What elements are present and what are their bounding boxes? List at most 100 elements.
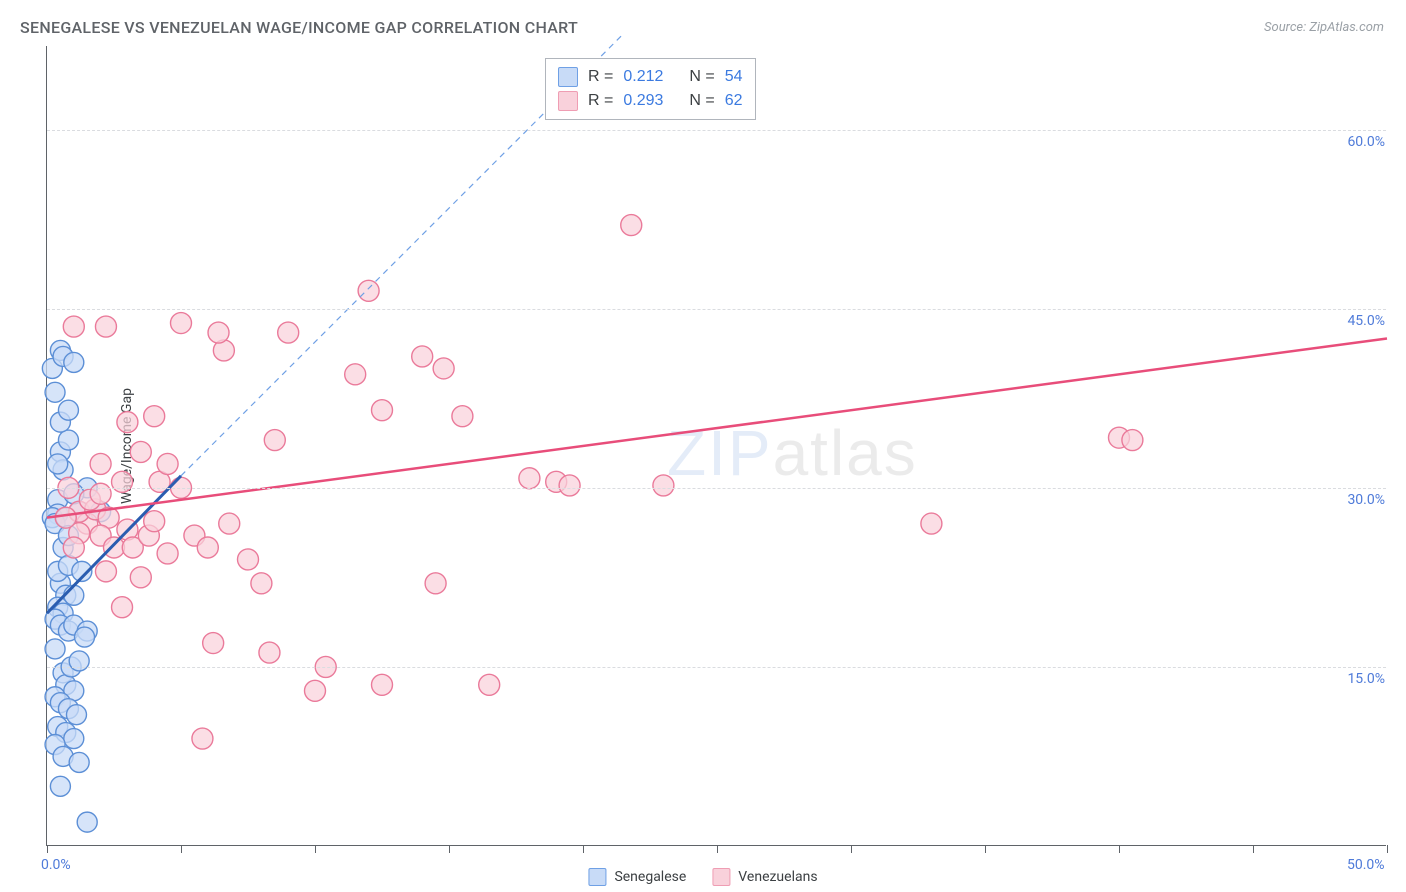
x-tick: [985, 845, 986, 853]
scatter-point: [203, 633, 224, 654]
scatter-point: [112, 597, 133, 618]
scatter-point: [75, 627, 95, 647]
scatter-point: [192, 728, 213, 749]
legend-swatch-venezuelans: [712, 868, 730, 886]
stats-r-value-0: 0.212: [623, 65, 663, 89]
stats-row-0: R = 0.212 N = 54: [558, 65, 743, 89]
scatter-point: [452, 406, 473, 427]
scatter-point: [358, 280, 379, 301]
gridline-h: [47, 667, 1386, 668]
scatter-point: [50, 776, 70, 796]
stats-swatch-1: [558, 91, 578, 111]
source-label: Source: ZipAtlas.com: [1264, 20, 1384, 35]
x-tick: [583, 845, 584, 853]
scatter-point: [69, 752, 89, 772]
chart-title: SENEGALESE VS VENEZUELAN WAGE/INCOME GAP…: [20, 18, 578, 37]
x-tick: [1253, 845, 1254, 853]
scatter-point: [95, 316, 116, 337]
scatter-point: [219, 513, 240, 534]
scatter-point: [157, 543, 178, 564]
trend-line: [47, 339, 1387, 518]
scatter-point: [157, 453, 178, 474]
bottom-legend: Senegalese Venezuelans: [588, 868, 817, 886]
scatter-point: [305, 680, 326, 701]
scatter-point: [130, 567, 151, 588]
stats-r-label-1: R =: [588, 89, 613, 113]
scatter-point: [45, 382, 65, 402]
y-tick-label: 15.0%: [1325, 671, 1385, 687]
scatter-point: [921, 513, 942, 534]
scatter-point: [58, 430, 78, 450]
stats-n-label-0: N =: [689, 65, 714, 89]
stats-box: R = 0.212 N = 54 R = 0.293 N = 62: [545, 58, 756, 120]
scatter-point: [95, 561, 116, 582]
scatter-point: [171, 313, 192, 334]
x-tick: [47, 845, 48, 853]
stats-row-1: R = 0.293 N = 62: [558, 89, 743, 113]
scatter-point: [55, 507, 76, 528]
legend-label-senegalese: Senegalese: [614, 869, 686, 885]
scatter-point: [90, 453, 111, 474]
legend-item-venezuelans: Venezuelans: [712, 868, 817, 886]
scatter-point: [621, 215, 642, 236]
scatter-point: [1122, 430, 1143, 451]
legend-item-senegalese: Senegalese: [588, 868, 686, 886]
x-tick-label-min: 0.0%: [41, 857, 71, 873]
y-tick-label: 45.0%: [1325, 313, 1385, 329]
scatter-point: [144, 406, 165, 427]
y-tick-label: 60.0%: [1325, 134, 1385, 150]
scatter-point: [104, 537, 125, 558]
stats-n-value-1: 62: [725, 89, 743, 113]
x-tick: [717, 845, 718, 853]
scatter-point: [264, 430, 285, 451]
scatter-point: [372, 674, 393, 695]
scatter-point: [259, 642, 280, 663]
scatter-point: [63, 537, 84, 558]
stats-n-value-0: 54: [725, 65, 743, 89]
scatter-point: [45, 639, 65, 659]
legend-swatch-senegalese: [588, 868, 606, 886]
scatter-point: [58, 400, 78, 420]
scatter-point: [278, 322, 299, 343]
x-tick: [851, 845, 852, 853]
stats-r-value-1: 0.293: [623, 89, 663, 113]
x-tick: [181, 845, 182, 853]
x-tick: [315, 845, 316, 853]
scatter-point: [653, 475, 674, 496]
scatter-point: [130, 441, 151, 462]
scatter-point: [90, 483, 111, 504]
scatter-point: [345, 364, 366, 385]
plot-area: Wage/Income Gap ZIPatlas 15.0%30.0%45.0%…: [46, 46, 1386, 846]
scatter-point: [238, 549, 259, 570]
gridline-h: [47, 130, 1386, 131]
scatter-point: [117, 412, 138, 433]
scatter-point: [112, 471, 133, 492]
scatter-point: [66, 705, 86, 725]
scatter-point: [251, 573, 272, 594]
scatter-point: [144, 511, 165, 532]
scatter-point: [208, 322, 229, 343]
scatter-point: [425, 573, 446, 594]
scatter-point: [48, 454, 68, 474]
stats-swatch-0: [558, 67, 578, 87]
scatter-point: [64, 729, 84, 749]
scatter-point: [433, 358, 454, 379]
scatter-point: [64, 352, 84, 372]
y-tick-label: 30.0%: [1325, 492, 1385, 508]
legend-label-venezuelans: Venezuelans: [738, 869, 817, 885]
scatter-point: [519, 468, 540, 489]
stats-r-label-0: R =: [588, 65, 613, 89]
x-tick: [1119, 845, 1120, 853]
x-tick: [1387, 845, 1388, 853]
scatter-point: [69, 651, 89, 671]
scatter-point: [559, 475, 580, 496]
scatter-point: [372, 400, 393, 421]
scatter-point: [197, 537, 218, 558]
scatter-point: [63, 316, 84, 337]
scatter-point: [77, 812, 97, 832]
x-tick: [449, 845, 450, 853]
stats-n-label-1: N =: [689, 89, 714, 113]
scatter-point: [479, 674, 500, 695]
chart-svg: [47, 46, 1386, 845]
x-tick-label-max: 50.0%: [1347, 857, 1385, 873]
